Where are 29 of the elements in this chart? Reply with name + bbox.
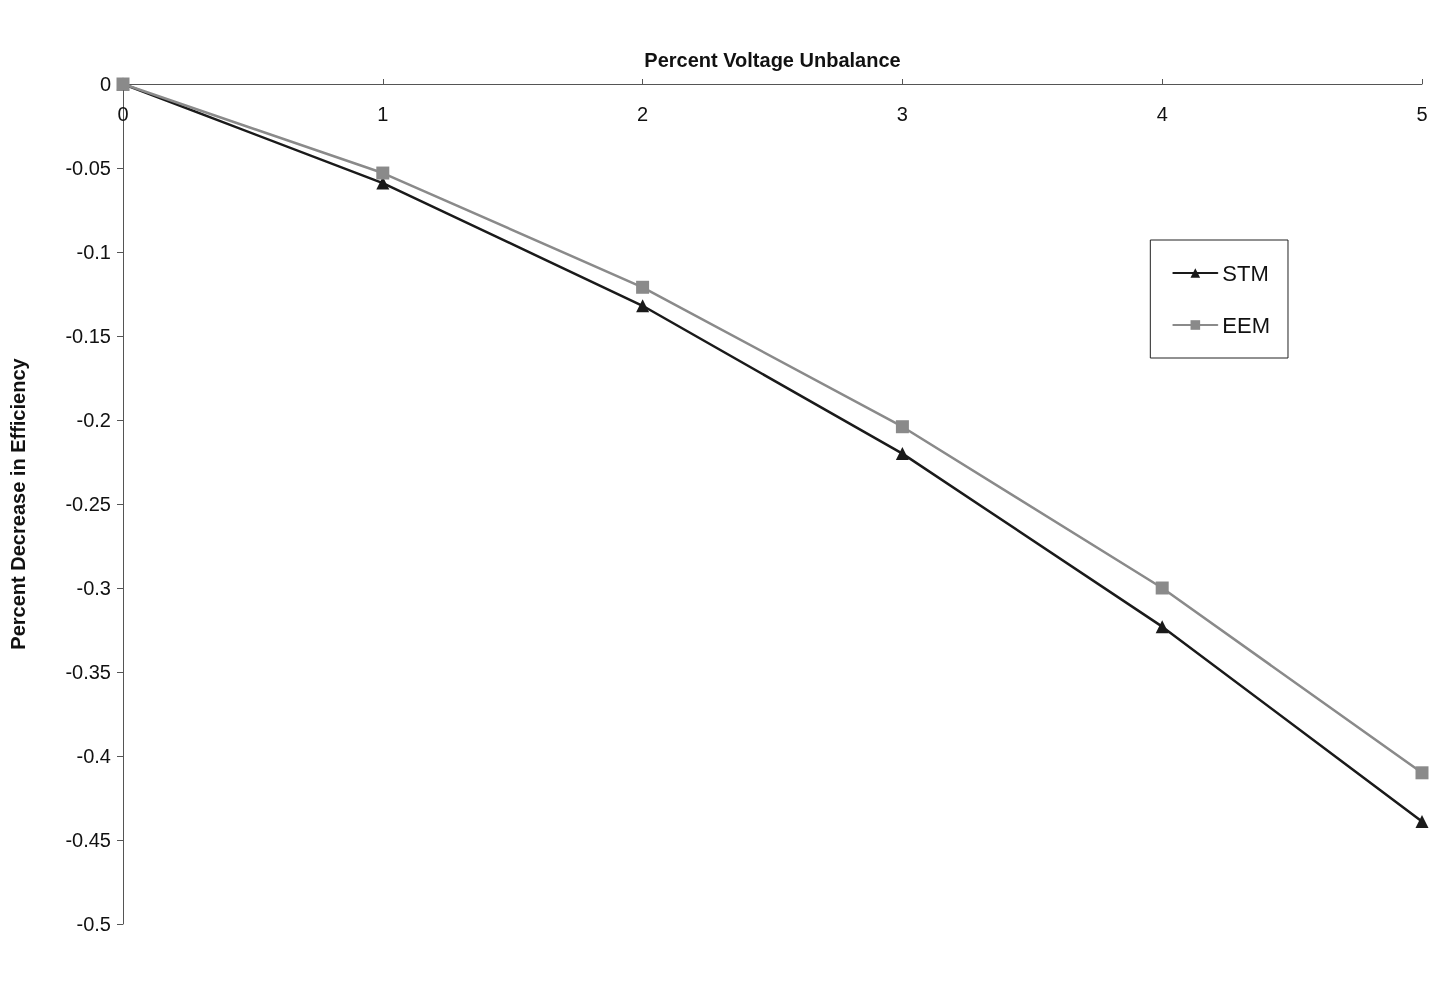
y-tick-label: -0.4 — [76, 745, 111, 767]
point — [376, 166, 390, 180]
y-tick-label: -0.45 — [65, 829, 111, 851]
point — [895, 420, 909, 434]
y-tick-label: -0.5 — [76, 913, 111, 935]
x-tick-label: 2 — [637, 103, 649, 125]
x-tick-label: 4 — [1156, 103, 1168, 125]
y-tick-label: -0.25 — [65, 493, 111, 515]
legend-label: EEM — [1222, 312, 1271, 338]
point — [895, 447, 909, 461]
x-tick-label: 5 — [1416, 103, 1428, 125]
point — [636, 299, 650, 313]
point — [1155, 581, 1169, 595]
x-tick-label: 1 — [377, 103, 389, 125]
y-tick-label: -0.05 — [65, 157, 111, 179]
point — [636, 280, 650, 294]
x-tick-label: 3 — [896, 103, 908, 125]
point — [1155, 620, 1169, 634]
y-tick-label: -0.35 — [65, 661, 111, 683]
legend-label: STM — [1222, 260, 1269, 286]
point — [1415, 766, 1429, 780]
y-tick-label: -0.3 — [76, 577, 111, 599]
y-tick-label: -0.1 — [76, 241, 111, 263]
x-axis-title: Percent Voltage Unbalance — [644, 49, 901, 71]
point — [1415, 815, 1429, 829]
y-tick-label: -0.15 — [65, 325, 111, 347]
y-tick-label: -0.2 — [76, 409, 111, 431]
y-tick-label: 0 — [99, 73, 111, 95]
y-axis-title: Percent Decrease in Efficiency — [7, 357, 29, 650]
